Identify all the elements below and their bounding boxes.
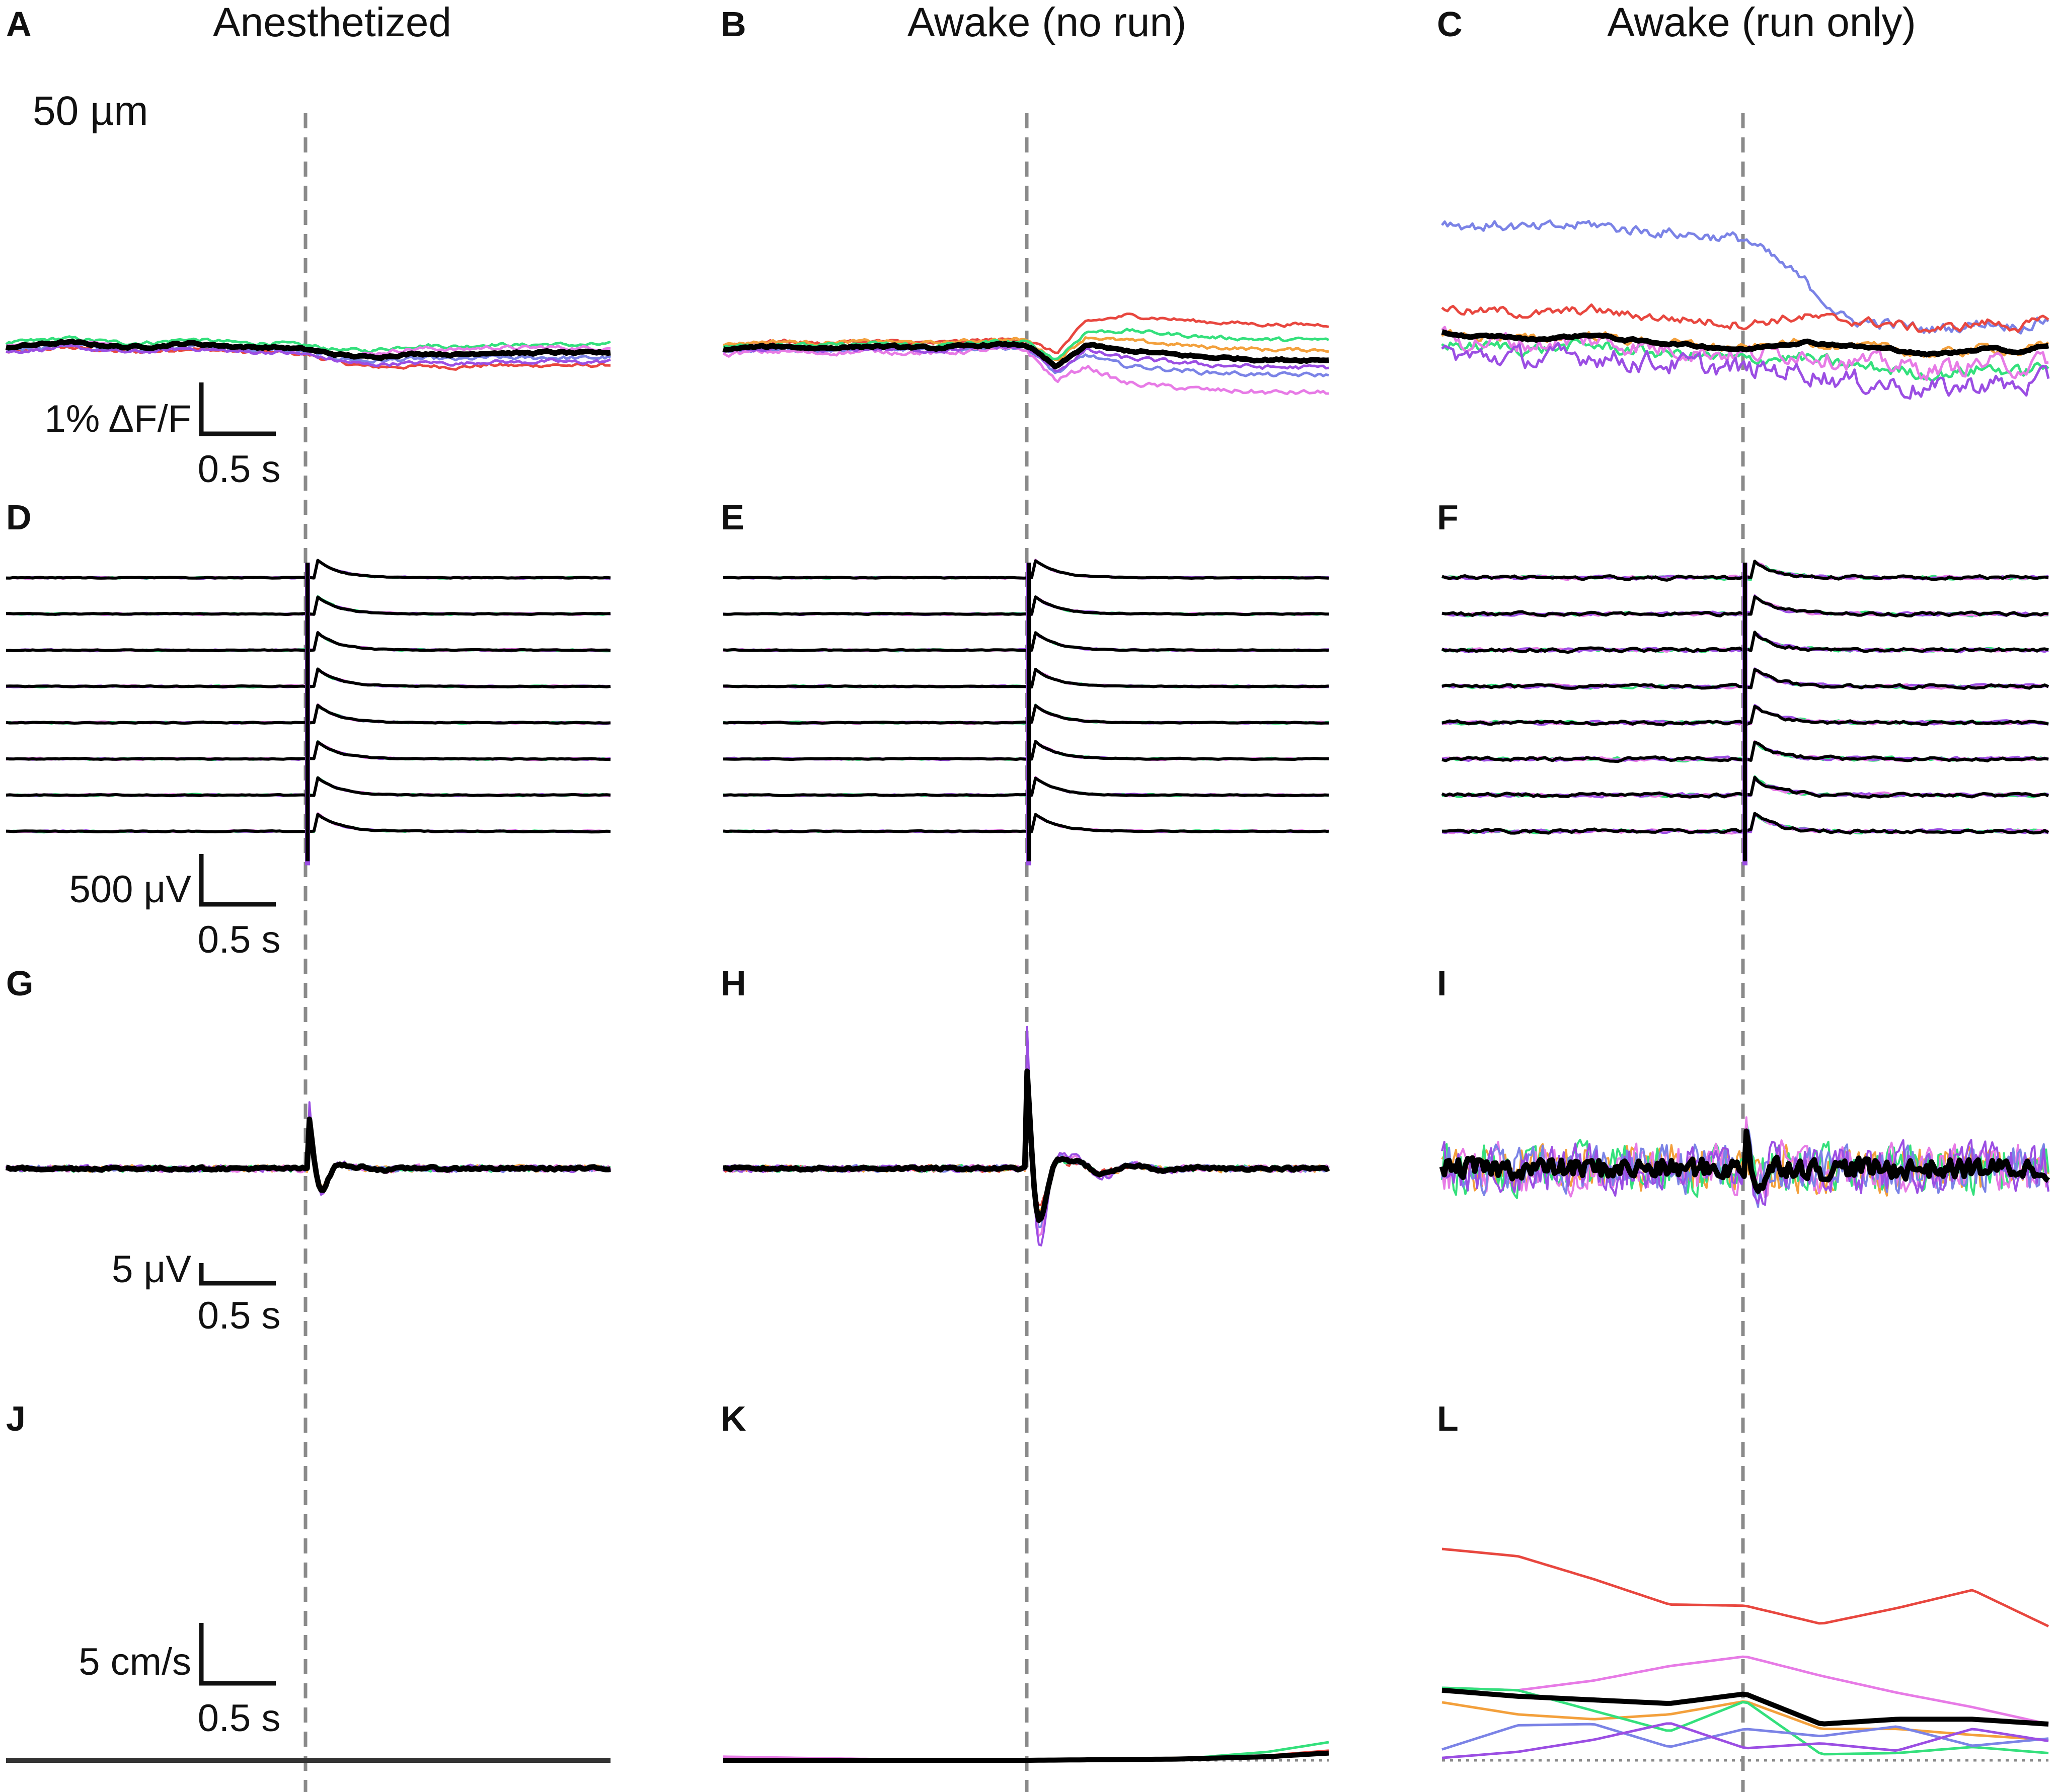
dff-trace-c-green xyxy=(1441,338,2049,382)
panel-h-ep-awake-no-run xyxy=(722,1026,1330,1246)
dff-trace-c-blue xyxy=(1441,219,2049,335)
scale-bar-speed xyxy=(199,1623,276,1686)
scale-label-lfp-x: 0.5 s xyxy=(198,918,281,961)
scale-label-ep-x: 0.5 s xyxy=(198,1294,281,1337)
panel-letter-b: B xyxy=(721,5,746,44)
scale-label-ep-y: 5 μV xyxy=(112,1248,191,1291)
lfp-trace-e-ch6-mean xyxy=(723,740,1329,761)
dff-trace-c-mean xyxy=(1441,329,2049,358)
column-title-awake-no-run: Awake (no run) xyxy=(907,0,1187,45)
panel-letter-j: J xyxy=(6,1399,26,1438)
panel-letter-d: D xyxy=(6,498,32,537)
column-title-awake-run-only: Awake (run only) xyxy=(1607,0,1916,45)
scale-bar-dff xyxy=(199,382,276,436)
dff-trace-b-green xyxy=(722,328,1330,360)
speed-trace-l-purple xyxy=(1441,1722,2049,1759)
panel-d-lfp-anesthetized xyxy=(6,559,611,866)
panel-letter-g: G xyxy=(6,964,33,1003)
lfp-trace-e-ch5-mean xyxy=(723,704,1329,725)
scale-label-lfp-y: 500 μV xyxy=(69,868,192,911)
panel-a-dff-anesthetized xyxy=(5,335,612,371)
panel-g-ep-anesthetized xyxy=(5,1101,612,1196)
dff-trace-a-mean xyxy=(5,338,611,361)
dff-trace-c-purple xyxy=(1441,342,2050,400)
lfp-trace-e-ch3-mean xyxy=(723,631,1329,652)
panel-letter-c: C xyxy=(1437,5,1463,44)
scale-label-dff-y: 1% ΔF/F xyxy=(45,398,192,440)
scale-bar-lfp xyxy=(199,854,276,907)
panel-f-lfp-awake-run xyxy=(1441,560,2049,866)
panel-c-dff-awake-run xyxy=(1441,219,2050,400)
dff-trace-b-mean xyxy=(722,340,1329,369)
lfp-trace-e-ch2-mean xyxy=(723,595,1329,616)
lfp-trace-e-ch8-mean xyxy=(723,813,1329,833)
panel-letter-f: F xyxy=(1437,498,1459,537)
lfp-trace-e-ch3-purple xyxy=(723,632,1329,652)
scale-label-speed-x: 0.5 s xyxy=(198,1697,281,1740)
panel-letter-k: K xyxy=(721,1399,746,1438)
ep-trace-i-mean xyxy=(1439,1128,2050,1194)
panel-k-speed-awake-no-run xyxy=(723,1741,1329,1763)
dff-trace-b-pink xyxy=(722,346,1329,396)
panel-e-lfp-awake-no-run xyxy=(723,559,1329,866)
panel-letter-l: L xyxy=(1437,1399,1459,1438)
speed-trace-l-pink xyxy=(1441,1655,2049,1726)
scale-bar-ep xyxy=(199,1263,276,1286)
lfp-trace-e-ch1-mean xyxy=(723,559,1329,580)
lfp-trace-e-ch7-mean xyxy=(723,776,1329,798)
panel-letter-e: E xyxy=(721,498,744,537)
panel-l-speed-awake-run xyxy=(1441,1547,2049,1762)
speed-trace-k-mean xyxy=(723,1750,1329,1763)
scale-label-speed-y: 5 cm/s xyxy=(79,1641,191,1683)
speed-trace-l-blue xyxy=(1441,1723,2049,1751)
scale-label-dff-x: 0.5 s xyxy=(198,448,281,491)
dff-trace-a-purple xyxy=(6,343,611,367)
column-title-anesthetized: Anesthetized xyxy=(213,0,451,45)
panel-letter-a: A xyxy=(6,5,32,44)
ep-trace-h-mean xyxy=(723,1068,1330,1223)
depth-label: 50 µm xyxy=(33,88,148,134)
lfp-trace-e-ch4-mean xyxy=(723,668,1329,689)
speed-trace-l-red xyxy=(1441,1547,2049,1627)
ep-trace-g-mean xyxy=(5,1116,611,1193)
panel-letter-i: I xyxy=(1437,964,1447,1003)
panel-b-dff-awake-no-run xyxy=(722,313,1330,396)
panel-letter-h: H xyxy=(721,964,746,1003)
dff-trace-c-red xyxy=(1441,303,2049,333)
speed-trace-l-mean xyxy=(1441,1687,2049,1727)
panel-i-ep-awake-run xyxy=(1439,1116,2050,1208)
